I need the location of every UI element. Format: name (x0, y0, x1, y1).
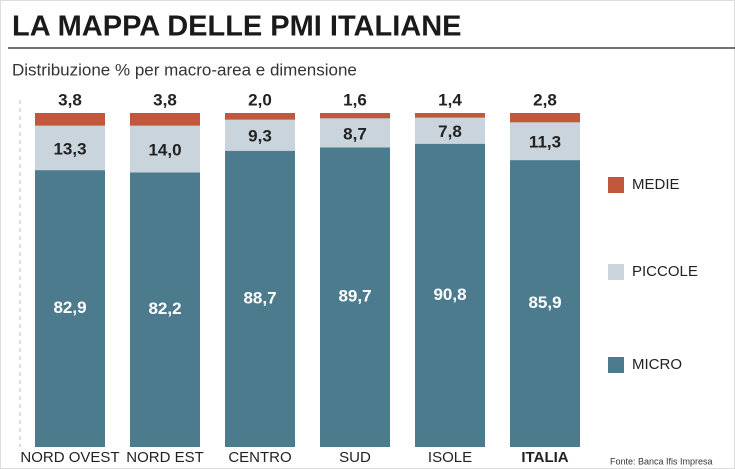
bar-segment (510, 160, 580, 447)
bar-segment (415, 143, 485, 447)
data-label: 7,8 (438, 122, 462, 141)
x-tick-label: NORD EST (126, 449, 204, 466)
chart-subtitle: Distribuzione % per macro-area e dimensi… (12, 60, 357, 79)
data-label: 2,8 (533, 90, 557, 109)
data-label: 11,3 (529, 133, 561, 152)
bar-segment (225, 119, 295, 151)
data-label: 3,8 (58, 90, 82, 109)
bar-segment (35, 113, 105, 126)
chart-title: LA MAPPA DELLE PMI ITALIANE (12, 11, 462, 43)
x-tick-label: ISOLE (428, 449, 472, 466)
bar-segment (320, 147, 390, 448)
bar-segment (130, 172, 200, 447)
data-label: 3,8 (153, 90, 177, 109)
legend-swatch (608, 264, 624, 280)
data-label: 82,2 (148, 299, 181, 318)
x-tick-label: CENTRO (228, 449, 291, 466)
data-label: 9,3 (248, 127, 272, 146)
bar-segment (510, 122, 580, 161)
data-label: 8,7 (343, 124, 367, 143)
bar-segment (225, 113, 295, 120)
data-label: 13,3 (53, 139, 86, 158)
bar-segment (510, 113, 580, 123)
bar-segment (415, 117, 485, 144)
legend-label: MICRO (632, 356, 682, 373)
source: Fonte: Banca Ifis Impresa (610, 456, 713, 466)
bar-segment (35, 125, 105, 171)
data-label: 88,7 (243, 288, 276, 307)
data-label: 82,9 (53, 298, 86, 317)
legend-swatch (608, 357, 624, 373)
legend-label: MEDIE (632, 176, 680, 193)
bar-segment (35, 170, 105, 447)
bar-segment (320, 113, 390, 119)
bar-segment (130, 125, 200, 173)
data-label: 1,4 (438, 90, 462, 109)
bar-segment (415, 113, 485, 118)
x-tick-label: SUD (339, 449, 371, 466)
bar-segment (320, 118, 390, 148)
legend-swatch (608, 177, 624, 193)
x-tick-label: NORD OVEST (20, 449, 119, 466)
x-tick-label: ITALIA (521, 449, 568, 466)
data-label: 85,9 (528, 293, 561, 312)
data-label: 2,0 (248, 90, 272, 109)
data-label: 90,8 (433, 285, 466, 304)
bar-segment (225, 150, 295, 447)
legend-label: PICCOLE (632, 263, 698, 280)
bar-segment (130, 113, 200, 126)
data-label: 89,7 (338, 287, 371, 306)
data-label: 1,6 (343, 90, 367, 109)
data-label: 14,0 (148, 141, 181, 160)
